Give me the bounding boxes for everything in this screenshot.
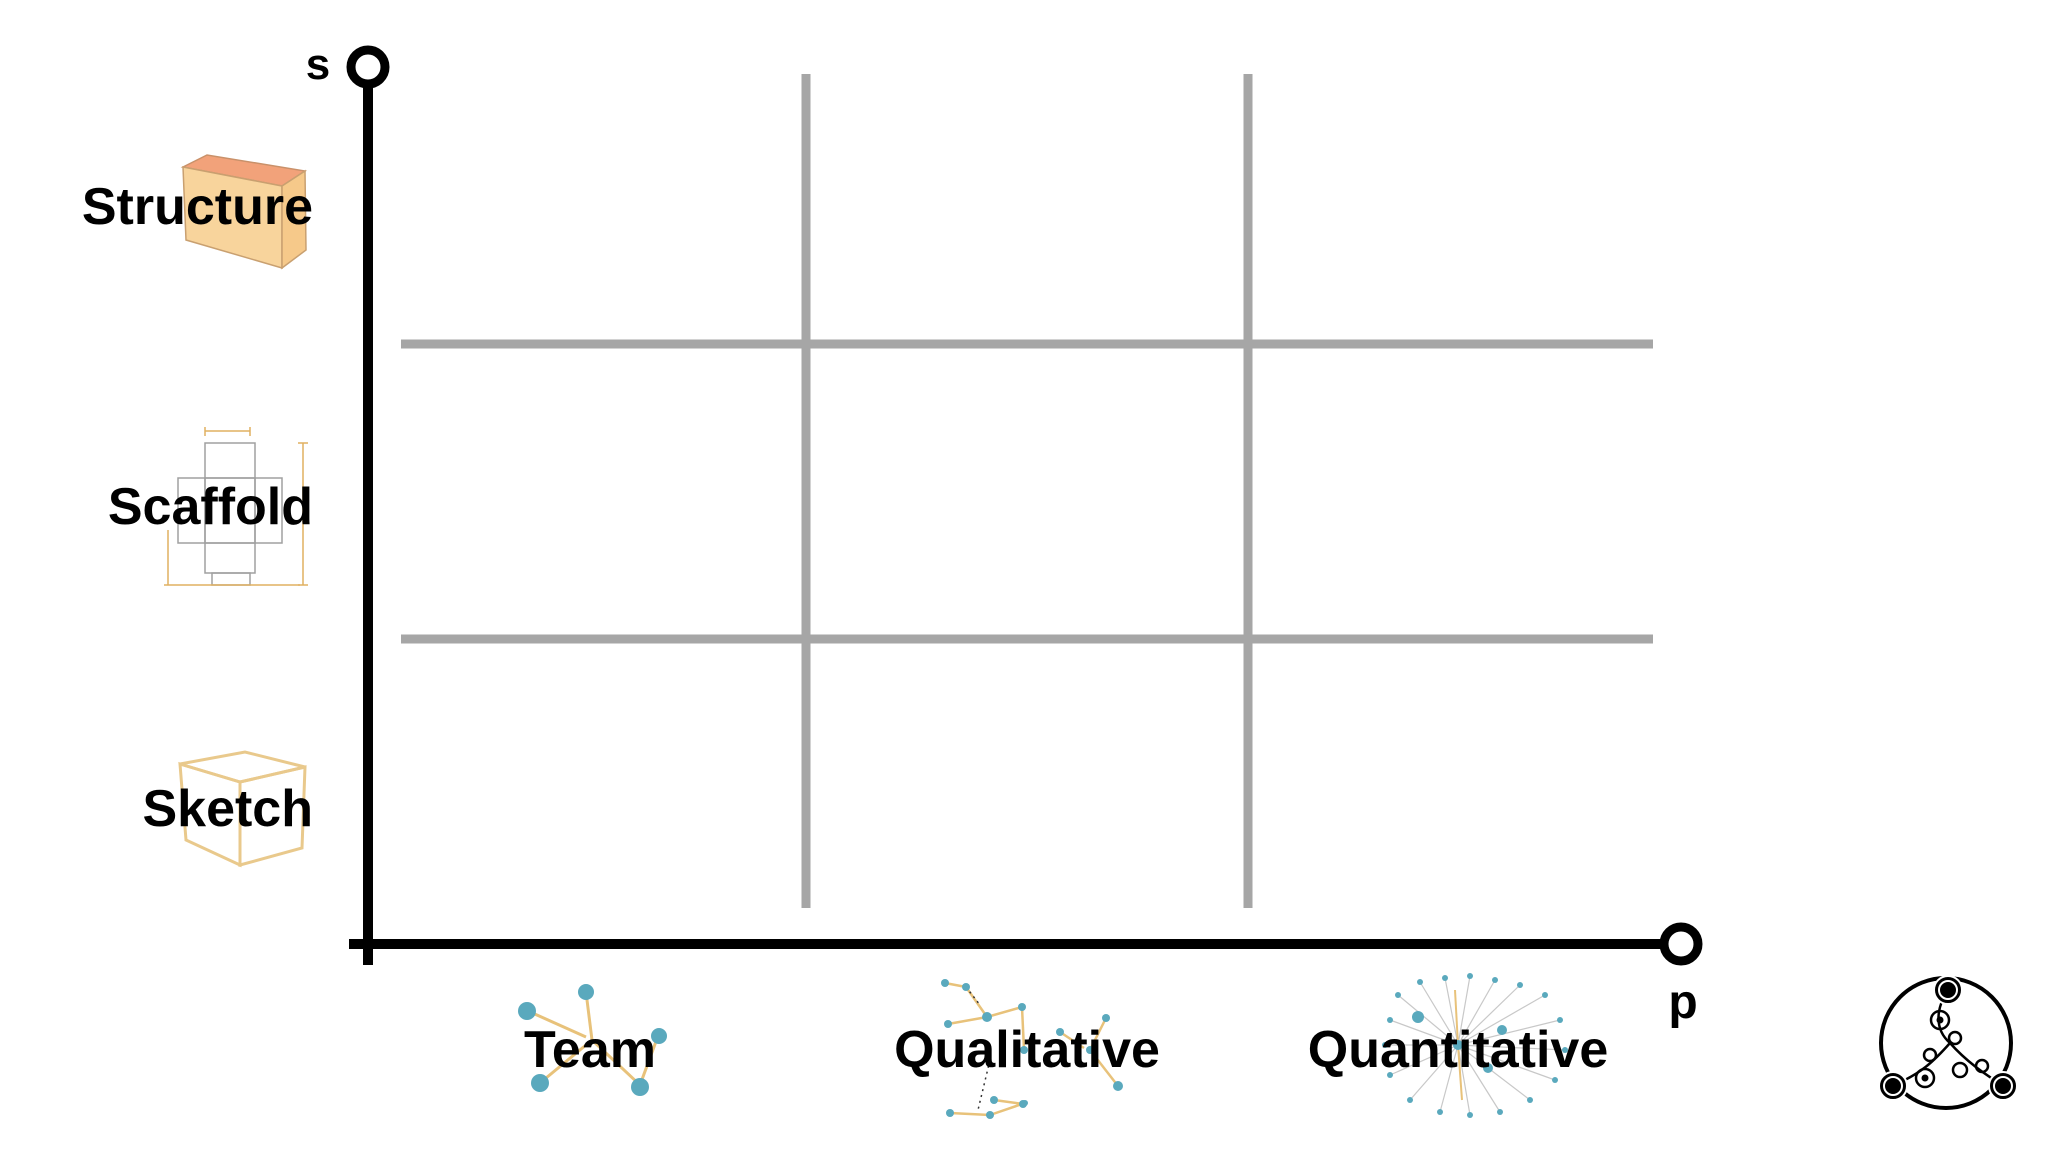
unfolded-box-net-icon [164, 427, 308, 586]
small-network-icon [518, 984, 667, 1096]
row-label-scaffold: Scaffold [108, 478, 313, 536]
axes: s p [306, 40, 1703, 1029]
column-label-team: Team [524, 1021, 656, 1079]
row-label-sketch: Sketch [142, 780, 313, 838]
x-axis-label: p [1668, 976, 1697, 1029]
solid-cube-icon [180, 154, 308, 270]
column-label-quantitative: Quantitative [1308, 1021, 1609, 1079]
x-axis-endpoint-circle [1659, 922, 1703, 966]
y-axis-label: s [306, 40, 330, 89]
column-labels: Team Qualitative Quantitative [524, 1021, 1608, 1079]
row-labels: Structure Scaffold Sketch [82, 178, 313, 838]
column-label-qualitative: Qualitative [894, 1021, 1160, 1079]
three-node-circle-logo-icon [1878, 975, 2018, 1110]
sketched-cube-icon [178, 750, 307, 868]
radial-network-icon [1382, 973, 1568, 1118]
y-axis-endpoint-circle [346, 45, 390, 89]
medium-network-icon [941, 979, 1123, 1119]
row-label-structure: Structure [82, 178, 313, 236]
grid [401, 74, 1653, 908]
